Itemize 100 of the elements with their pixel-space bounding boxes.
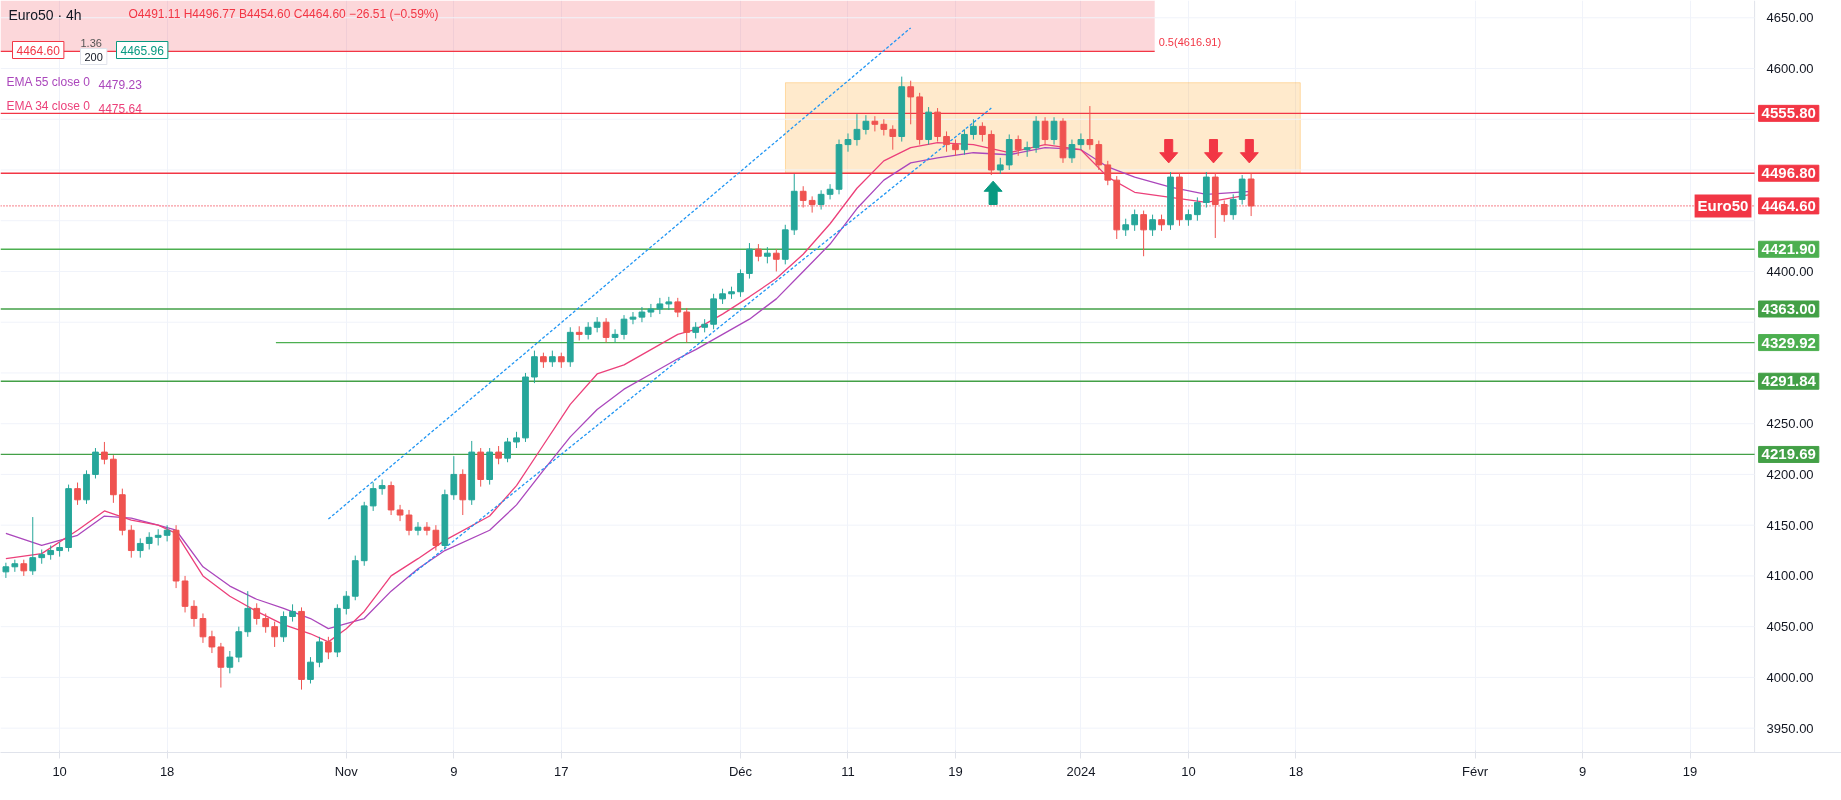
candlestick <box>799 185 807 209</box>
candlestick <box>127 524 135 559</box>
annotation: 4465.96 <box>120 43 165 58</box>
y-tick-label: 3950.00 <box>1766 720 1814 736</box>
candlestick <box>262 612 270 634</box>
candlestick <box>396 504 404 522</box>
x-tick-label: 19 <box>1682 763 1698 779</box>
candlestick <box>683 307 691 343</box>
x-tick-label: 10 <box>52 763 67 779</box>
candlestick <box>674 297 682 318</box>
candlestick <box>423 521 431 536</box>
candlestick <box>1140 210 1147 257</box>
ref-line-label: 4291.84 <box>1761 372 1817 390</box>
ref-line-label: 0.5(4616.91) <box>1158 36 1222 49</box>
candlestick <box>208 630 216 654</box>
ref-line-label: 4219.69 <box>1761 445 1816 463</box>
candlestick <box>943 130 950 153</box>
y-tick-label: 4250.00 <box>1766 416 1814 432</box>
candlestick <box>961 128 968 156</box>
x-tick-label: Févr <box>1462 763 1489 779</box>
candlestick <box>74 482 81 506</box>
candlestick <box>414 521 422 536</box>
ref-line-label: 4329.92 <box>1761 333 1816 351</box>
candlestick <box>226 650 234 674</box>
x-tick-label: 11 <box>841 763 855 779</box>
candlestick <box>1238 174 1246 205</box>
candlestick <box>1220 199 1228 223</box>
annotation: Euro50 <box>1697 197 1749 215</box>
candlestick <box>271 621 278 648</box>
candlestick <box>907 80 915 125</box>
annotation: 200 <box>84 50 103 63</box>
ref-line-label: 4421.90 <box>1761 240 1816 258</box>
candlestick <box>1086 105 1094 151</box>
y-tick-label: 4150.00 <box>1766 517 1814 533</box>
candlestick <box>826 183 834 200</box>
y-tick-label: 4050.00 <box>1766 619 1814 635</box>
annotation: 4464.60 <box>16 43 61 58</box>
candlestick <box>638 306 646 323</box>
candlestick <box>602 317 610 343</box>
ref-line-label: 4464.60 <box>1761 196 1816 214</box>
candlestick <box>531 350 538 384</box>
candlestick <box>970 118 977 141</box>
candlestick <box>871 115 879 132</box>
x-tick-label: 18 <box>159 763 175 779</box>
candlestick <box>1014 134 1022 157</box>
x-tick-label: 18 <box>1288 763 1304 779</box>
candlestick <box>29 516 37 576</box>
candlestick <box>432 524 440 552</box>
candlestick <box>307 656 314 684</box>
candlestick <box>101 441 108 465</box>
candlestick <box>2 562 10 579</box>
candlestick <box>862 114 870 135</box>
candlestick <box>280 610 287 643</box>
x-tick-label: Nov <box>334 763 359 779</box>
candlestick <box>253 602 261 626</box>
candlestick <box>656 297 664 315</box>
candlestick <box>817 189 825 211</box>
text: Euro50 · 4h <box>8 6 82 23</box>
candlestick <box>1041 116 1049 146</box>
candlestick <box>629 311 637 325</box>
candlestick <box>92 447 99 479</box>
candlestick <box>136 537 144 559</box>
candlestick <box>1095 140 1103 171</box>
y-tick-label: 4200.00 <box>1766 466 1814 482</box>
candlestick <box>1068 139 1076 164</box>
ref-line-label: 4496.80 <box>1761 164 1816 182</box>
ref-line-label: 4555.80 <box>1761 104 1816 122</box>
candlestick <box>217 642 225 689</box>
annotation: 4479.23 <box>98 77 143 92</box>
x-tick-label: 10 <box>1181 763 1196 779</box>
candlestick <box>889 124 897 151</box>
annotation: 4475.64 <box>98 101 143 116</box>
y-tick-label: 4100.00 <box>1766 568 1814 584</box>
candlestick <box>1104 160 1112 186</box>
x-tick-label: 9 <box>450 763 458 779</box>
candlestick <box>495 445 502 465</box>
candlestick <box>979 121 986 143</box>
candlestick <box>1077 132 1085 151</box>
candlestick <box>853 113 861 147</box>
candlestick <box>378 479 386 496</box>
candlestick <box>1229 193 1237 221</box>
candlestick <box>772 248 780 272</box>
candlestick <box>450 455 458 501</box>
candlestick <box>1194 196 1201 222</box>
candlestick <box>1149 214 1156 237</box>
y-tick-label: 4600.00 <box>1766 60 1814 76</box>
candlestick <box>244 590 252 638</box>
candlestick <box>593 316 601 333</box>
x-tick-label: 19 <box>948 763 963 779</box>
candlestick <box>325 636 332 660</box>
x-tick-label: 2024 <box>1066 763 1096 779</box>
x-tick-label: Déc <box>728 763 753 779</box>
candlestick <box>342 590 350 615</box>
y-tick-label: 4000.00 <box>1766 669 1814 685</box>
candlestick <box>1131 209 1139 232</box>
candlestick <box>737 268 744 298</box>
candlestick <box>163 524 171 542</box>
candlestick <box>620 314 628 340</box>
candlestick <box>647 303 655 318</box>
x-tick-label: 9 <box>1578 763 1587 779</box>
